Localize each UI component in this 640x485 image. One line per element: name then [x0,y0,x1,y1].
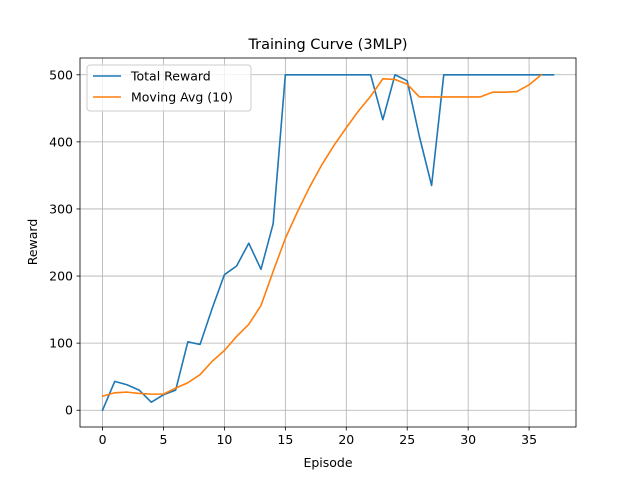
legend-label-total-reward: Total Reward [130,69,211,84]
series-line-total-reward [101,73,555,412]
legend-box [86,64,252,112]
y-tick-label: 0 [65,403,73,418]
legend: Total Reward Moving Avg (10) [86,64,252,112]
y-axis: 0 100 200 300 400 500 [49,67,80,418]
x-tick-label: 5 [160,432,168,447]
x-tick-label: 0 [99,432,107,447]
plot-area [80,58,576,427]
x-tick-label: 20 [338,432,354,447]
y-tick-label: 400 [49,134,73,149]
chart-title: Training Curve (3MLP) [247,37,407,53]
x-tick-label: 35 [521,432,537,447]
x-tick-label: 30 [460,432,476,447]
legend-label-moving-avg: Moving Avg (10) [131,90,233,105]
y-tick-label: 300 [49,201,73,216]
x-tick-label: 10 [216,432,232,447]
plot-frame [79,57,577,428]
x-axis-label: Episode [303,455,352,470]
x-axis: 0 5 10 15 20 25 30 35 [99,427,537,447]
y-axis-label: Reward [25,219,40,266]
y-tick-label: 500 [49,67,73,82]
y-tick-label: 200 [49,269,73,284]
series-layer [101,73,555,412]
x-tick-label: 15 [277,432,293,447]
series-line-moving-avg-10 [101,73,543,398]
y-tick-label: 100 [49,336,73,351]
x-tick-label: 25 [399,432,415,447]
